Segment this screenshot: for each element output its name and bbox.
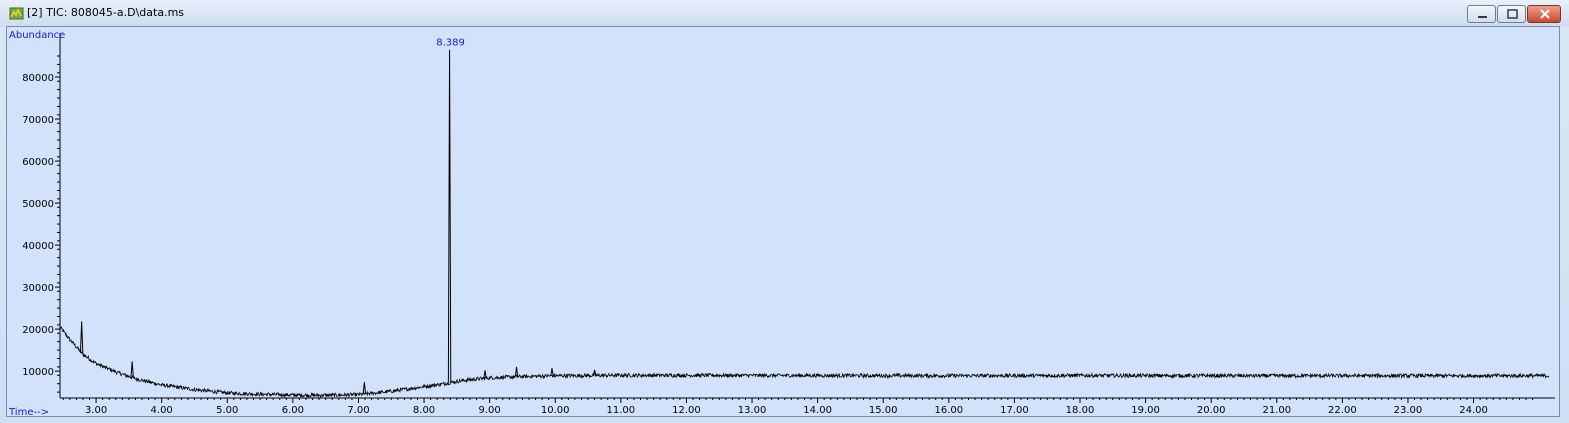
peak-label: 8.389 [436,38,465,49]
x-tick-label: 15.00 [869,405,898,416]
x-tick-label: 19.00 [1131,405,1160,416]
y-tick-label: 40000 [22,241,54,252]
x-tick-label: 9.00 [479,405,501,416]
title-bar[interactable]: [2] TIC: 808045-a.D\data.ms [0,0,1569,27]
x-tick-label: 5.00 [216,405,238,416]
chromatogram-app-icon [9,7,24,20]
x-tick-label: 10.00 [541,405,570,416]
peak [130,361,134,378]
y-tick-label: 60000 [22,157,54,168]
x-tick-label: 8.00 [413,405,435,416]
x-tick-label: 21.00 [1262,405,1291,416]
peak [483,370,487,379]
peak [592,369,597,376]
y-axis-label: Abundance [9,30,65,41]
chromatogram-plot-area[interactable]: 10000 20000 30000 40000 50000 60000 70000 80000… [6,26,1560,417]
x-tick-label: 20.00 [1197,405,1226,416]
x-tick-label: 12.00 [672,405,701,416]
peak [79,321,84,353]
minimize-button[interactable] [1467,5,1496,23]
y-tick-label: 80000 [22,73,54,84]
tic-trace [59,49,1550,399]
x-tick-label: 23.00 [1394,405,1423,416]
x-tick-label: 6.00 [282,405,304,416]
x-tick-label: 18.00 [1066,405,1095,416]
y-tick-label: 20000 [22,325,54,336]
x-tick-label: 22.00 [1328,405,1357,416]
y-tick-label: 70000 [22,115,54,126]
x-tick-label: 3.00 [85,405,107,416]
y-tick-label: 30000 [22,283,54,294]
x-tick-label: 7.00 [347,405,369,416]
x-tick-label: 11.00 [607,405,636,416]
maximize-icon [1507,9,1518,19]
y-tick-label: 10000 [22,367,54,378]
chromatogram-chart[interactable]: 10000 20000 30000 40000 50000 60000 70000 80000… [7,27,1559,416]
close-icon [1540,9,1550,19]
x-axis-label: Time--> [8,407,49,416]
peak [362,381,367,395]
peak [550,368,554,376]
x-tick-label: 4.00 [151,405,173,416]
peak [514,366,519,377]
window-title: [2] TIC: 808045-a.D\data.ms [27,6,185,19]
x-tick-label: 13.00 [738,405,767,416]
x-tick-label: 17.00 [1000,405,1029,416]
x-tick-label: 14.00 [803,405,832,416]
close-button[interactable] [1527,5,1561,23]
axes: 10000 20000 30000 40000 50000 60000 70000 80000… [22,33,1555,416]
minimize-icon [1478,16,1487,18]
x-tick-label: 16.00 [934,405,963,416]
tic-baseline-trace [59,326,1550,399]
maximize-button[interactable] [1497,5,1526,23]
main-peak [447,49,452,383]
x-tick-label: 24.00 [1459,405,1488,416]
y-tick-label: 50000 [22,199,54,210]
